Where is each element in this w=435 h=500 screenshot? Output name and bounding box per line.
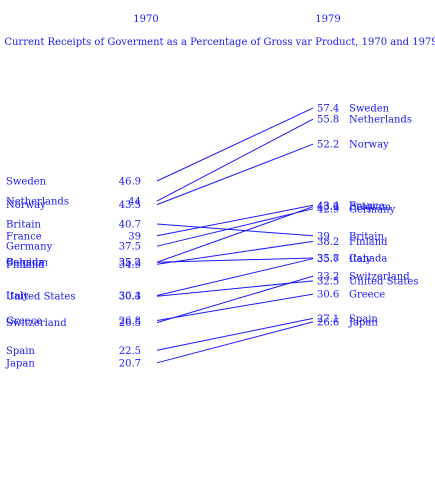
left-label-belgium: Belgium bbox=[6, 258, 49, 269]
right-label-germany: Germany bbox=[349, 204, 396, 215]
right-label-britain: Britain bbox=[349, 231, 385, 242]
chart-title: Current Receipts of Goverment as a Perce… bbox=[4, 37, 435, 48]
left-value-britain: 40.7 bbox=[119, 220, 141, 231]
left-label-norway: Norway bbox=[6, 200, 46, 211]
year-1979-header: 1979 bbox=[315, 14, 340, 25]
right-label-switzerland: Switzerland bbox=[349, 272, 410, 283]
left-value-japan: 20.7 bbox=[119, 358, 141, 369]
left-label-italy: Italy bbox=[6, 291, 29, 302]
right-label-france: France bbox=[349, 201, 385, 212]
slope-line-finland bbox=[156, 240, 314, 265]
left-labels-1970: Sweden 46.9 Netherlands 44 Norway 43.5 Britain… bbox=[5, 177, 141, 370]
slope-line-france bbox=[156, 204, 314, 237]
slope-line-norway bbox=[156, 143, 314, 206]
slope-line-greece bbox=[156, 293, 314, 321]
left-label-canada: Canada bbox=[6, 258, 44, 269]
right-value-italy: 35.7 bbox=[317, 254, 339, 265]
right-value-britain: 39 bbox=[317, 231, 330, 242]
right-value-japan: 26.6 bbox=[317, 317, 339, 328]
left-value-belgium: 35.2 bbox=[119, 258, 141, 269]
right-label-italy: Italy bbox=[349, 254, 372, 265]
left-label-britain: Britain bbox=[6, 220, 42, 231]
right-label-united-states: United States bbox=[349, 276, 418, 287]
left-label-france: France bbox=[6, 231, 42, 242]
left-value-germany: 37.5 bbox=[119, 242, 141, 253]
right-value-finland: 38.2 bbox=[317, 237, 339, 248]
right-value-switzerland: 33.2 bbox=[317, 272, 339, 283]
right-label-netherlands: Netherlands bbox=[349, 115, 412, 126]
left-value-finland: 34.9 bbox=[119, 260, 141, 271]
slope-line-japan bbox=[156, 321, 314, 364]
right-value-united-states: 32.5 bbox=[317, 276, 339, 287]
right-value-spain: 27.1 bbox=[317, 314, 339, 325]
left-label-germany: Germany bbox=[6, 242, 53, 253]
left-label-spain: Spain bbox=[6, 346, 35, 357]
left-value-canada: 35.2 bbox=[119, 258, 141, 269]
left-value-sweden: 46.9 bbox=[119, 177, 141, 188]
slope-line-sweden bbox=[156, 107, 314, 182]
slope-line-netherlands bbox=[156, 118, 314, 202]
left-value-norway: 43.5 bbox=[119, 200, 141, 211]
slope-lines bbox=[156, 107, 314, 364]
right-value-germany: 42.9 bbox=[317, 204, 339, 215]
left-value-united-states: 30.3 bbox=[119, 292, 141, 303]
year-1970-header: 1970 bbox=[133, 14, 158, 25]
left-value-spain: 22.5 bbox=[119, 346, 141, 357]
right-label-norway: Norway bbox=[349, 140, 389, 151]
right-label-canada: Canada bbox=[349, 254, 387, 265]
right-value-belgium: 43.2 bbox=[317, 202, 339, 213]
left-value-italy: 30.4 bbox=[119, 291, 141, 302]
left-value-netherlands: 44 bbox=[128, 197, 141, 208]
slope-line-switzerland bbox=[156, 275, 314, 324]
left-label-greece: Greece bbox=[6, 316, 42, 327]
left-value-france: 39 bbox=[128, 231, 141, 242]
left-value-greece: 26.8 bbox=[119, 316, 141, 327]
right-label-sweden: Sweden bbox=[349, 104, 390, 115]
slope-line-italy bbox=[156, 258, 314, 296]
left-label-united-states: United States bbox=[6, 292, 75, 303]
left-value-switzerland: 26.5 bbox=[119, 318, 141, 329]
right-label-spain: Spain bbox=[349, 314, 378, 325]
slope-line-spain bbox=[156, 317, 314, 351]
slope-line-germany bbox=[156, 208, 314, 247]
right-value-netherlands: 55.8 bbox=[317, 115, 339, 126]
slope-line-belgium bbox=[156, 206, 314, 263]
left-label-netherlands: Netherlands bbox=[6, 197, 69, 208]
left-label-japan: Japan bbox=[5, 358, 35, 369]
left-label-sweden: Sweden bbox=[6, 177, 47, 188]
left-label-switzerland: Switzerland bbox=[6, 318, 67, 329]
right-label-japan: Japan bbox=[348, 317, 378, 328]
left-label-finland: Finland bbox=[6, 260, 45, 271]
right-value-france: 43.4 bbox=[317, 201, 339, 212]
slope-line-canada bbox=[156, 257, 314, 263]
right-value-sweden: 57.4 bbox=[317, 104, 339, 115]
right-label-belgium: Belgium bbox=[349, 202, 392, 213]
right-label-greece: Greece bbox=[349, 290, 385, 301]
right-labels-1979: 57.4 Sweden 55.8 Netherlands 52.2 Norway 43.4 F… bbox=[317, 104, 418, 329]
right-value-norway: 52.2 bbox=[317, 140, 339, 151]
right-value-greece: 30.6 bbox=[317, 290, 339, 301]
right-value-canada: 35.8 bbox=[317, 254, 339, 265]
right-label-finland: Finland bbox=[349, 237, 388, 248]
slope-line-britain bbox=[156, 223, 314, 237]
